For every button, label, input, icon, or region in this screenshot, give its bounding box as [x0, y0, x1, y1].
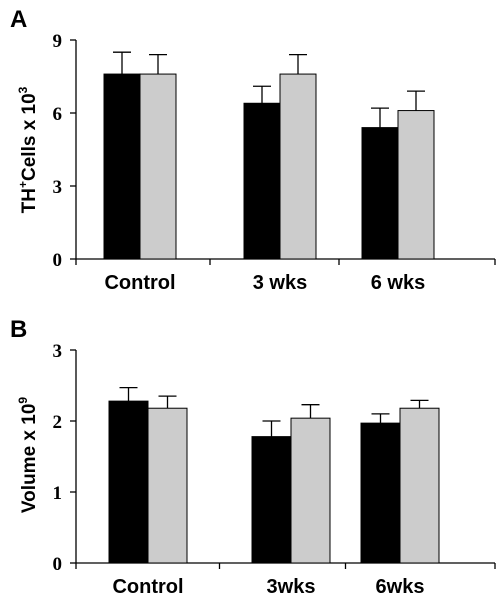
panel-b-chart: B Volume x 109 0 1 2 3 Control 3wks 6wks	[10, 316, 496, 598]
y-tick-label: 2	[53, 412, 63, 433]
x-tick-label: Control	[104, 272, 175, 294]
y-tick-label: 1	[53, 483, 63, 504]
y-tick-label: 0	[53, 250, 63, 271]
panel-a-letter: A	[10, 6, 27, 33]
panel-a-x-ticks: Control 3 wks 6 wks	[75, 259, 496, 294]
panel-a-y-axis-title: TH+Cells x 103	[16, 86, 40, 213]
x-tick-label: 6wks	[376, 576, 425, 598]
bar	[279, 73, 317, 260]
x-tick-label: 3 wks	[253, 272, 307, 294]
bar	[147, 407, 188, 564]
y-tick-label: 3	[53, 177, 63, 198]
bar	[360, 422, 401, 564]
y-tick-label: 0	[53, 554, 63, 575]
x-tick-label: 3wks	[267, 576, 316, 598]
bar	[361, 127, 399, 260]
panel-a-chart: A TH+Cells x 103 0 3 6 9 Control 3 wks 6 wks	[10, 6, 496, 294]
bar	[399, 407, 440, 564]
x-tick-label: 6 wks	[371, 272, 425, 294]
panel-b-x-ticks: Control 3wks 6wks	[75, 563, 496, 598]
panel-b-letter: B	[10, 316, 27, 343]
panel-b-error-bars	[119, 386, 429, 437]
bar	[243, 102, 281, 260]
panel-b-y-ticks: 0 1 2 3	[53, 341, 76, 575]
panel-b-bars	[108, 400, 440, 564]
panel-a-bars	[103, 73, 435, 260]
x-tick-label: Control	[112, 576, 183, 598]
panel-a-y-ticks: 0 3 6 9	[53, 31, 76, 271]
y-tick-label: 6	[53, 104, 63, 125]
y-tick-label: 9	[53, 31, 63, 52]
y-tick-label: 3	[53, 341, 63, 362]
bar	[290, 417, 331, 564]
bar	[251, 436, 292, 564]
bar	[103, 73, 141, 260]
bar	[108, 400, 149, 564]
bar	[139, 73, 177, 260]
panel-b-y-axis-title: Volume x 109	[16, 397, 40, 513]
panel-a-error-bars	[113, 51, 425, 128]
bar	[397, 110, 435, 260]
